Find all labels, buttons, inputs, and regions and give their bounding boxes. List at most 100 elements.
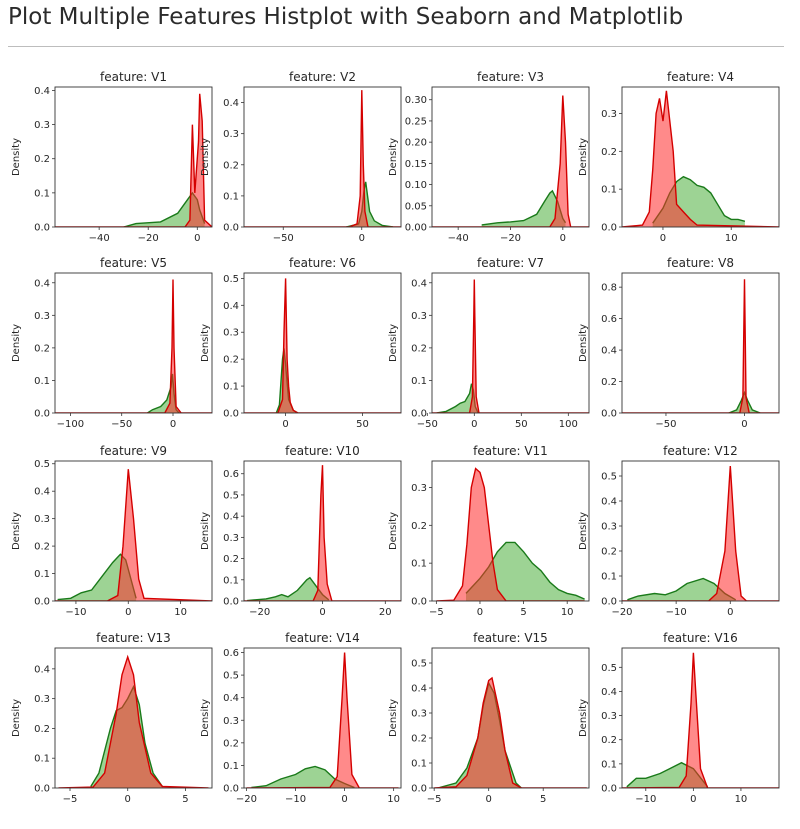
x-tick-label: 0 [471,419,477,430]
y-axis-label: Density [578,699,589,737]
y-tick-label: 0.5 [223,490,239,501]
x-tick-label: 0 [125,794,131,805]
red-kde-line [432,279,589,413]
red-kde-line [622,652,779,788]
plot-area [432,95,589,227]
y-axis-label: Density [200,324,211,362]
x-tick-label: 100 [559,419,578,430]
axes-frame [621,647,780,789]
axes-frame [621,460,780,602]
y-tick-label: 0.3 [223,129,239,140]
x-tick-label: −10 [285,794,306,805]
plot-area [622,279,779,413]
y-tick-label: 0.1 [34,376,50,387]
subplot-title: feature: V7 [477,256,544,270]
x-tick-label: 0 [560,233,566,244]
subplot-title: feature: V8 [667,256,734,270]
y-tick-label: 0.3 [223,328,239,339]
axes-frame [243,647,402,789]
green-density-fill [346,181,394,227]
red-kde-line [622,90,779,227]
y-tick-label: 0.1 [411,376,427,387]
y-tick-label: 0.10 [405,180,427,191]
red-kde-line [55,469,212,601]
y-tick-label: 0.6 [601,314,617,325]
axes-frame [431,460,590,602]
y-tick-label: 0.2 [411,734,427,745]
subplot-v15: −5 0 5 0.0 0.1 0.2 0.3 0.4 0.5 Density feature: V1… [388,631,590,805]
subplot-title: feature: V10 [285,444,360,458]
y-tick-label: 0.0 [34,223,50,234]
y-tick-label: 0.2 [601,547,617,558]
y-tick-label: 0.0 [34,784,50,795]
y-tick-label: 0.3 [34,120,50,131]
subplot-v10: −20 0 20 0.0 0.1 0.2 0.3 0.4 0.5 0.6 Density featur… [200,444,402,618]
plot-area [55,469,212,601]
x-tick-label: −10 [65,607,86,618]
y-tick-label: 0.0 [601,409,617,420]
red-kde-line [244,90,401,227]
y-axis-label: Density [200,512,211,550]
x-tick-label: 0 [125,607,131,618]
x-tick-label: 5 [520,607,526,618]
y-tick-label: 0.0 [411,597,427,608]
y-tick-label: 0.5 [223,671,239,682]
axes-frame [54,460,213,602]
y-tick-label: 0.4 [223,512,239,523]
y-tick-label: 0.4 [223,98,239,109]
y-tick-label: 0.0 [223,409,239,420]
green-density-fill [481,190,566,227]
x-tick-label: −50 [111,419,132,430]
x-tick-label: −50 [655,419,676,430]
subplot-title: feature: V4 [667,70,734,84]
subplot-title: feature: V5 [100,256,167,270]
x-tick-label: 5 [540,794,546,805]
subplot-v6: 0 50 0.0 0.1 0.2 0.3 0.4 0.5 Density feature: V6 [200,256,402,430]
green-density-fill [627,578,736,601]
y-tick-label: 0.4 [223,301,239,312]
y-tick-label: 0.5 [411,659,427,670]
red-kde-line [55,279,212,413]
y-tick-label: 0.2 [223,554,239,565]
x-tick-label: 0 [741,419,747,430]
x-tick-label: 10 [561,607,574,618]
y-tick-label: 0.1 [223,382,239,393]
y-tick-label: 0.2 [34,724,50,735]
y-tick-label: 0.30 [405,95,427,106]
y-tick-label: 0.2 [223,738,239,749]
plot-area [55,93,212,227]
axes-frame [54,86,213,228]
x-tick-label: −20 [236,794,257,805]
y-tick-label: 0.5 [601,663,617,674]
subplot-v14: −20 −10 0 10 0.0 0.1 0.2 0.3 0.4 0.5 0.6 Density fea… [200,631,402,805]
red-kde-line [244,465,401,601]
red-density-fill [244,90,401,227]
x-tick-label: 10 [174,607,187,618]
axes-frame [54,272,213,414]
red-kde-line [432,95,589,227]
y-tick-label: 0.6 [223,469,239,480]
subplot-title: feature: V1 [100,70,167,84]
axes-frame [54,647,213,789]
x-tick-label: 10 [725,233,738,244]
subplot-title: feature: V3 [477,70,544,84]
axes-frame [621,272,780,414]
axes-frame [431,272,590,414]
x-tick-label: −10 [635,794,656,805]
subplot-v11: −5 0 5 10 0.0 0.1 0.2 0.3 Density feature: V11 [388,444,590,618]
y-tick-label: 0.1 [223,575,239,586]
y-tick-label: 0.05 [405,201,427,212]
y-tick-label: 0.5 [34,459,50,470]
y-axis-label: Density [388,512,399,550]
plot-area [55,279,212,413]
subplot-v8: −50 0 0.0 0.2 0.4 0.6 0.8 Density feature: V8 [578,256,780,430]
y-tick-label: 0.1 [223,191,239,202]
y-tick-label: 0.2 [601,377,617,388]
red-kde-line [436,467,585,601]
y-tick-label: 0.4 [223,693,239,704]
y-tick-label: 0.6 [223,648,239,659]
y-tick-label: 0.8 [601,283,617,294]
x-tick-label: 0 [477,607,483,618]
x-tick-label: 0 [690,794,696,805]
y-tick-label: 0.0 [601,597,617,608]
